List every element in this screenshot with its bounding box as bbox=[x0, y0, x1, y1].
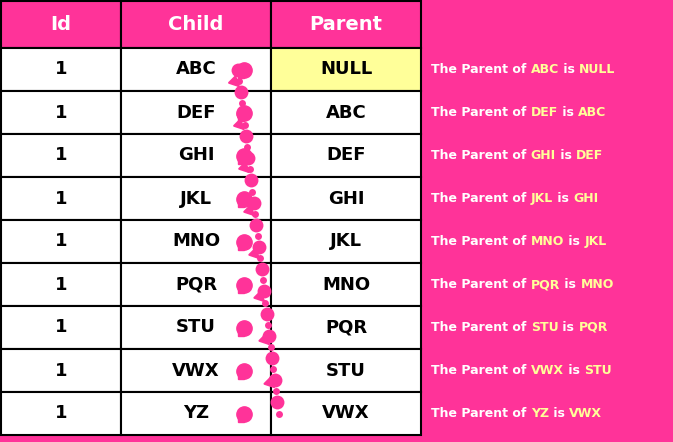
Text: PQR: PQR bbox=[325, 319, 367, 336]
Text: ABC: ABC bbox=[326, 103, 366, 122]
Text: DEF: DEF bbox=[326, 146, 365, 164]
Bar bbox=[121, 48, 271, 91]
Text: 1: 1 bbox=[55, 362, 67, 380]
Text: GHI: GHI bbox=[531, 149, 556, 162]
Text: is: is bbox=[556, 149, 576, 162]
Bar bbox=[121, 349, 271, 392]
Text: 1: 1 bbox=[55, 275, 67, 293]
Bar bbox=[271, 306, 421, 349]
Bar bbox=[121, 134, 271, 177]
Text: GHI: GHI bbox=[178, 146, 214, 164]
Text: ABC: ABC bbox=[531, 63, 559, 76]
Bar bbox=[1, 1, 121, 48]
Bar bbox=[271, 263, 421, 306]
Text: 1: 1 bbox=[55, 319, 67, 336]
Text: PQR: PQR bbox=[579, 321, 608, 334]
Text: is: is bbox=[564, 235, 584, 248]
Bar bbox=[121, 263, 271, 306]
Bar bbox=[271, 1, 421, 48]
Text: JKL: JKL bbox=[584, 235, 606, 248]
Text: Id: Id bbox=[50, 15, 71, 34]
Text: is: is bbox=[553, 192, 573, 205]
Bar bbox=[1, 263, 121, 306]
Bar bbox=[121, 392, 271, 435]
Text: is: is bbox=[564, 364, 584, 377]
Bar bbox=[1, 220, 121, 263]
Bar bbox=[271, 134, 421, 177]
Bar bbox=[1, 392, 121, 435]
Text: DEF: DEF bbox=[176, 103, 216, 122]
Text: NULL: NULL bbox=[579, 63, 616, 76]
Bar bbox=[121, 306, 271, 349]
Text: YZ: YZ bbox=[531, 407, 549, 420]
Bar bbox=[271, 91, 421, 134]
Text: The Parent of: The Parent of bbox=[431, 192, 531, 205]
Text: PQR: PQR bbox=[175, 275, 217, 293]
Text: is: is bbox=[560, 278, 580, 291]
Bar bbox=[271, 177, 421, 220]
Bar bbox=[121, 220, 271, 263]
Text: NULL: NULL bbox=[320, 61, 372, 79]
Text: VWX: VWX bbox=[569, 407, 602, 420]
Bar bbox=[1, 134, 121, 177]
Text: DEF: DEF bbox=[576, 149, 604, 162]
Text: VWX: VWX bbox=[531, 364, 564, 377]
Bar bbox=[121, 1, 271, 48]
Text: 1: 1 bbox=[55, 146, 67, 164]
Text: DEF: DEF bbox=[531, 106, 558, 119]
Text: STU: STU bbox=[326, 362, 366, 380]
Text: Child: Child bbox=[168, 15, 223, 34]
Bar bbox=[271, 48, 421, 91]
Bar bbox=[1, 306, 121, 349]
Text: STU: STU bbox=[584, 364, 612, 377]
Text: YZ: YZ bbox=[183, 404, 209, 423]
Bar bbox=[271, 392, 421, 435]
Text: STU: STU bbox=[531, 321, 559, 334]
Text: 1: 1 bbox=[55, 190, 67, 207]
Text: VWX: VWX bbox=[172, 362, 220, 380]
Bar bbox=[1, 48, 121, 91]
Text: 1: 1 bbox=[55, 404, 67, 423]
Bar bbox=[1, 349, 121, 392]
Bar bbox=[271, 220, 421, 263]
Text: GHI: GHI bbox=[573, 192, 598, 205]
Text: MNO: MNO bbox=[531, 235, 564, 248]
Text: JKL: JKL bbox=[330, 232, 362, 251]
Text: JKL: JKL bbox=[531, 192, 553, 205]
Text: 1: 1 bbox=[55, 103, 67, 122]
Text: PQR: PQR bbox=[531, 278, 560, 291]
Text: 1: 1 bbox=[55, 61, 67, 79]
Text: STU: STU bbox=[176, 319, 216, 336]
Text: The Parent of: The Parent of bbox=[431, 407, 531, 420]
Text: The Parent of: The Parent of bbox=[431, 149, 531, 162]
Text: The Parent of: The Parent of bbox=[431, 278, 531, 291]
Bar bbox=[121, 91, 271, 134]
Text: MNO: MNO bbox=[322, 275, 370, 293]
Text: ABC: ABC bbox=[578, 106, 606, 119]
Text: is: is bbox=[549, 407, 569, 420]
Text: The Parent of: The Parent of bbox=[431, 321, 531, 334]
Text: The Parent of: The Parent of bbox=[431, 364, 531, 377]
Text: The Parent of: The Parent of bbox=[431, 63, 531, 76]
Text: is: is bbox=[559, 63, 579, 76]
Bar bbox=[1, 177, 121, 220]
Text: ABC: ABC bbox=[176, 61, 217, 79]
Text: GHI: GHI bbox=[328, 190, 364, 207]
Bar bbox=[121, 177, 271, 220]
Text: MNO: MNO bbox=[172, 232, 220, 251]
Bar bbox=[271, 349, 421, 392]
Text: 1: 1 bbox=[55, 232, 67, 251]
Text: JKL: JKL bbox=[180, 190, 212, 207]
Bar bbox=[1, 91, 121, 134]
Text: Parent: Parent bbox=[310, 15, 382, 34]
Text: is: is bbox=[559, 321, 579, 334]
Text: is: is bbox=[558, 106, 578, 119]
Text: VWX: VWX bbox=[322, 404, 369, 423]
Text: MNO: MNO bbox=[580, 278, 614, 291]
Text: The Parent of: The Parent of bbox=[431, 235, 531, 248]
Text: The Parent of: The Parent of bbox=[431, 106, 531, 119]
